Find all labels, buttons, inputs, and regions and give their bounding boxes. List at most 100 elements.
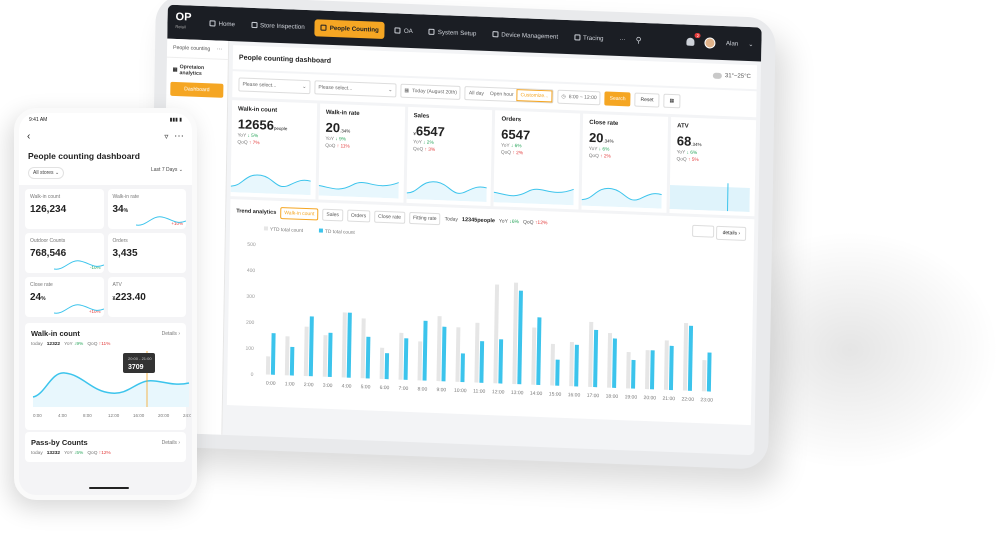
y-tick-label: 200 <box>246 320 255 326</box>
more-icon[interactable]: ⋯ <box>216 46 223 53</box>
main-content: People counting dashboard 31°~25°C Pleas… <box>226 45 758 455</box>
store-select-2[interactable]: Please select... ⌄ <box>314 80 397 98</box>
kpi-card-2[interactable]: Sales ¥6547 YoY ↓ 2% QoQ ↑ 3% <box>406 106 493 207</box>
phone-kpi-title: Close rate <box>30 282 53 288</box>
sidebar-group[interactable]: ▦ Opretaion analytics <box>172 64 205 77</box>
weather: 31°~25°C <box>712 72 751 80</box>
kpi-title: Walk-in rate <box>325 109 360 118</box>
back-icon[interactable]: ‹ <box>27 130 31 142</box>
user-name[interactable]: Alan <box>725 39 739 48</box>
tab-walk-in-count[interactable]: Walk-in count <box>280 207 319 221</box>
kpi-value: 12656people <box>237 116 288 133</box>
x-tick-label: 19:00 <box>625 394 638 400</box>
kpi-card-0[interactable]: Walk-in count 12656people YoY ↓ 5% QoQ ↑ 7% <box>230 100 317 200</box>
y-tick-label: 500 <box>247 242 256 248</box>
sparkline-line <box>406 181 487 194</box>
phone-kpi-5[interactable]: ATV ¥223.40 <box>107 277 186 317</box>
bar-ytd-18:00 <box>607 333 613 388</box>
phone-kpi-1[interactable]: Walk-in rate 34% +10% <box>107 189 186 229</box>
store-select-1[interactable]: Please select... ⌄ <box>238 77 311 95</box>
phone-kpi-3[interactable]: Orders 3,435 <box>107 233 186 273</box>
phone-kpi-sparkline <box>53 304 104 314</box>
sidebar-item-dashboard[interactable]: Dashboard <box>170 81 224 98</box>
nav-home[interactable]: Home <box>203 15 241 33</box>
seg-customize[interactable]: Customize... <box>516 89 553 103</box>
filter-icon[interactable]: ▿ <box>164 131 169 141</box>
kpi-title: Orders <box>501 116 522 124</box>
bar-td-1:00 <box>289 346 295 376</box>
tooltip-range: 20:00 - 21:00 <box>128 356 152 361</box>
chevron-down-icon[interactable]: ⌄ <box>748 40 754 48</box>
tab-sales[interactable]: Sales <box>322 208 344 222</box>
kpi-qoq: QoQ ↑ 11% <box>325 143 350 150</box>
tab-fitting-rate[interactable]: Fitting rate <box>408 211 441 226</box>
tooltip-value: 3709 <box>128 364 144 371</box>
range-filter[interactable]: Last 7 Days ⌄ <box>151 167 183 173</box>
kpi-card-5[interactable]: ATV 68.34% YoY ↓ 6% QoQ ↑ 5% <box>669 117 757 217</box>
trend-yoy: YoY ↓6% <box>498 218 520 226</box>
tab-orders[interactable]: Orders <box>346 209 371 223</box>
walkin-card-title: Walk-in count <box>31 329 80 338</box>
kpi-card-3[interactable]: Orders 6547 YoY ↓ 6% QoQ ↑ 2% <box>493 110 581 210</box>
nav-people-counting[interactable]: People Counting <box>314 18 386 39</box>
phone-kpi-2[interactable]: Outdoor Counts 768,546 -10% <box>25 233 104 273</box>
walkin-line-chart: 20:00 - 21:00 3709 0:00 4:00 8:00 12:00 16:00 2… <box>32 351 192 418</box>
clock-icon: ◷ <box>561 93 566 100</box>
time-range-picker[interactable]: ◷ 8:00 ~ 12:00 <box>557 89 601 106</box>
bar-td-21:00 <box>668 345 674 391</box>
app-logo[interactable]: OP Retail <box>175 10 192 30</box>
tab-close-rate[interactable]: Close rate <box>374 210 406 224</box>
chart-type-button[interactable] <box>692 224 715 238</box>
bar-td-12:00 <box>498 339 504 384</box>
notification-badge: 2 <box>694 32 702 39</box>
sidebar-section[interactable]: People counting ⋯ <box>166 38 229 60</box>
kpi-qoq: QoQ ↑ 2% <box>588 153 611 160</box>
nav-device-management[interactable]: Device Management <box>486 25 564 45</box>
kpi-sparkline <box>406 181 487 202</box>
trend-today-label: Today <box>444 216 458 223</box>
y-tick-label: 400 <box>247 268 256 274</box>
phone-kpi-0[interactable]: Walk-in count 126,234 <box>25 189 104 229</box>
phone-sparkline-line <box>136 216 186 226</box>
walkin-details-link[interactable]: Details › <box>161 330 180 337</box>
avatar[interactable] <box>704 36 716 49</box>
search-icon[interactable]: ⚲ <box>635 35 642 45</box>
phone-kpi-value: 126,234 <box>30 204 67 215</box>
chevron-down-icon: ⌄ <box>388 87 393 94</box>
bell-icon[interactable]: 2 <box>686 32 702 46</box>
kpi-card-4[interactable]: Close rate 20.34% YoY ↓ 6% QoQ ↑ 2% <box>581 113 669 213</box>
search-button[interactable]: Search <box>604 91 631 107</box>
bar-ytd-1:00 <box>284 336 290 376</box>
kpi-value: 68.34% <box>676 133 702 149</box>
bar-td-11:00 <box>479 341 485 383</box>
bar-td-22:00 <box>687 325 694 391</box>
phone-x-tick: 0:00 <box>33 413 42 418</box>
kpi-sparkline <box>230 174 311 196</box>
x-tick-label: 4:00 <box>342 383 352 389</box>
date-picker[interactable]: ▦ Today (August 20th) <box>400 83 462 100</box>
tablet-device: OP Retail Home Store Inspection People Co… <box>148 0 776 470</box>
store-filter[interactable]: All stores ⌄ <box>28 167 65 179</box>
reset-button[interactable]: Reset <box>634 92 660 108</box>
phone-sparkline-line <box>53 304 104 314</box>
nav-system-setup[interactable]: System Setup <box>423 23 483 42</box>
oa-icon <box>394 27 401 34</box>
nav-store-inspection[interactable]: Store Inspection <box>245 16 311 36</box>
page-title: People counting dashboard <box>238 53 332 65</box>
y-tick-label: 0 <box>251 372 254 378</box>
nav-tracing[interactable]: Tracing <box>568 29 610 48</box>
x-tick-label: 0:00 <box>266 380 276 386</box>
kpi-value: 20.34% <box>588 129 614 146</box>
nav-oa[interactable]: OA <box>389 22 419 40</box>
kpi-card-1[interactable]: Walk-in rate 20.34% YoY ↓ 9% QoQ ↑ 11% <box>318 103 405 203</box>
nav-more[interactable]: ··· <box>619 35 626 43</box>
line-series <box>32 372 190 398</box>
seg-open-hour[interactable]: Open hour <box>489 91 514 98</box>
more-icon[interactable]: ⋯ <box>174 130 184 142</box>
sparkline-area <box>494 189 575 206</box>
grid-view-icon[interactable]: ▦ <box>663 93 681 109</box>
tooltip-box <box>123 353 155 373</box>
passby-details-link[interactable]: Details › <box>161 439 180 446</box>
seg-all-day[interactable]: All day <box>468 90 484 97</box>
phone-kpi-4[interactable]: Close rate 24% +10% <box>25 277 104 317</box>
